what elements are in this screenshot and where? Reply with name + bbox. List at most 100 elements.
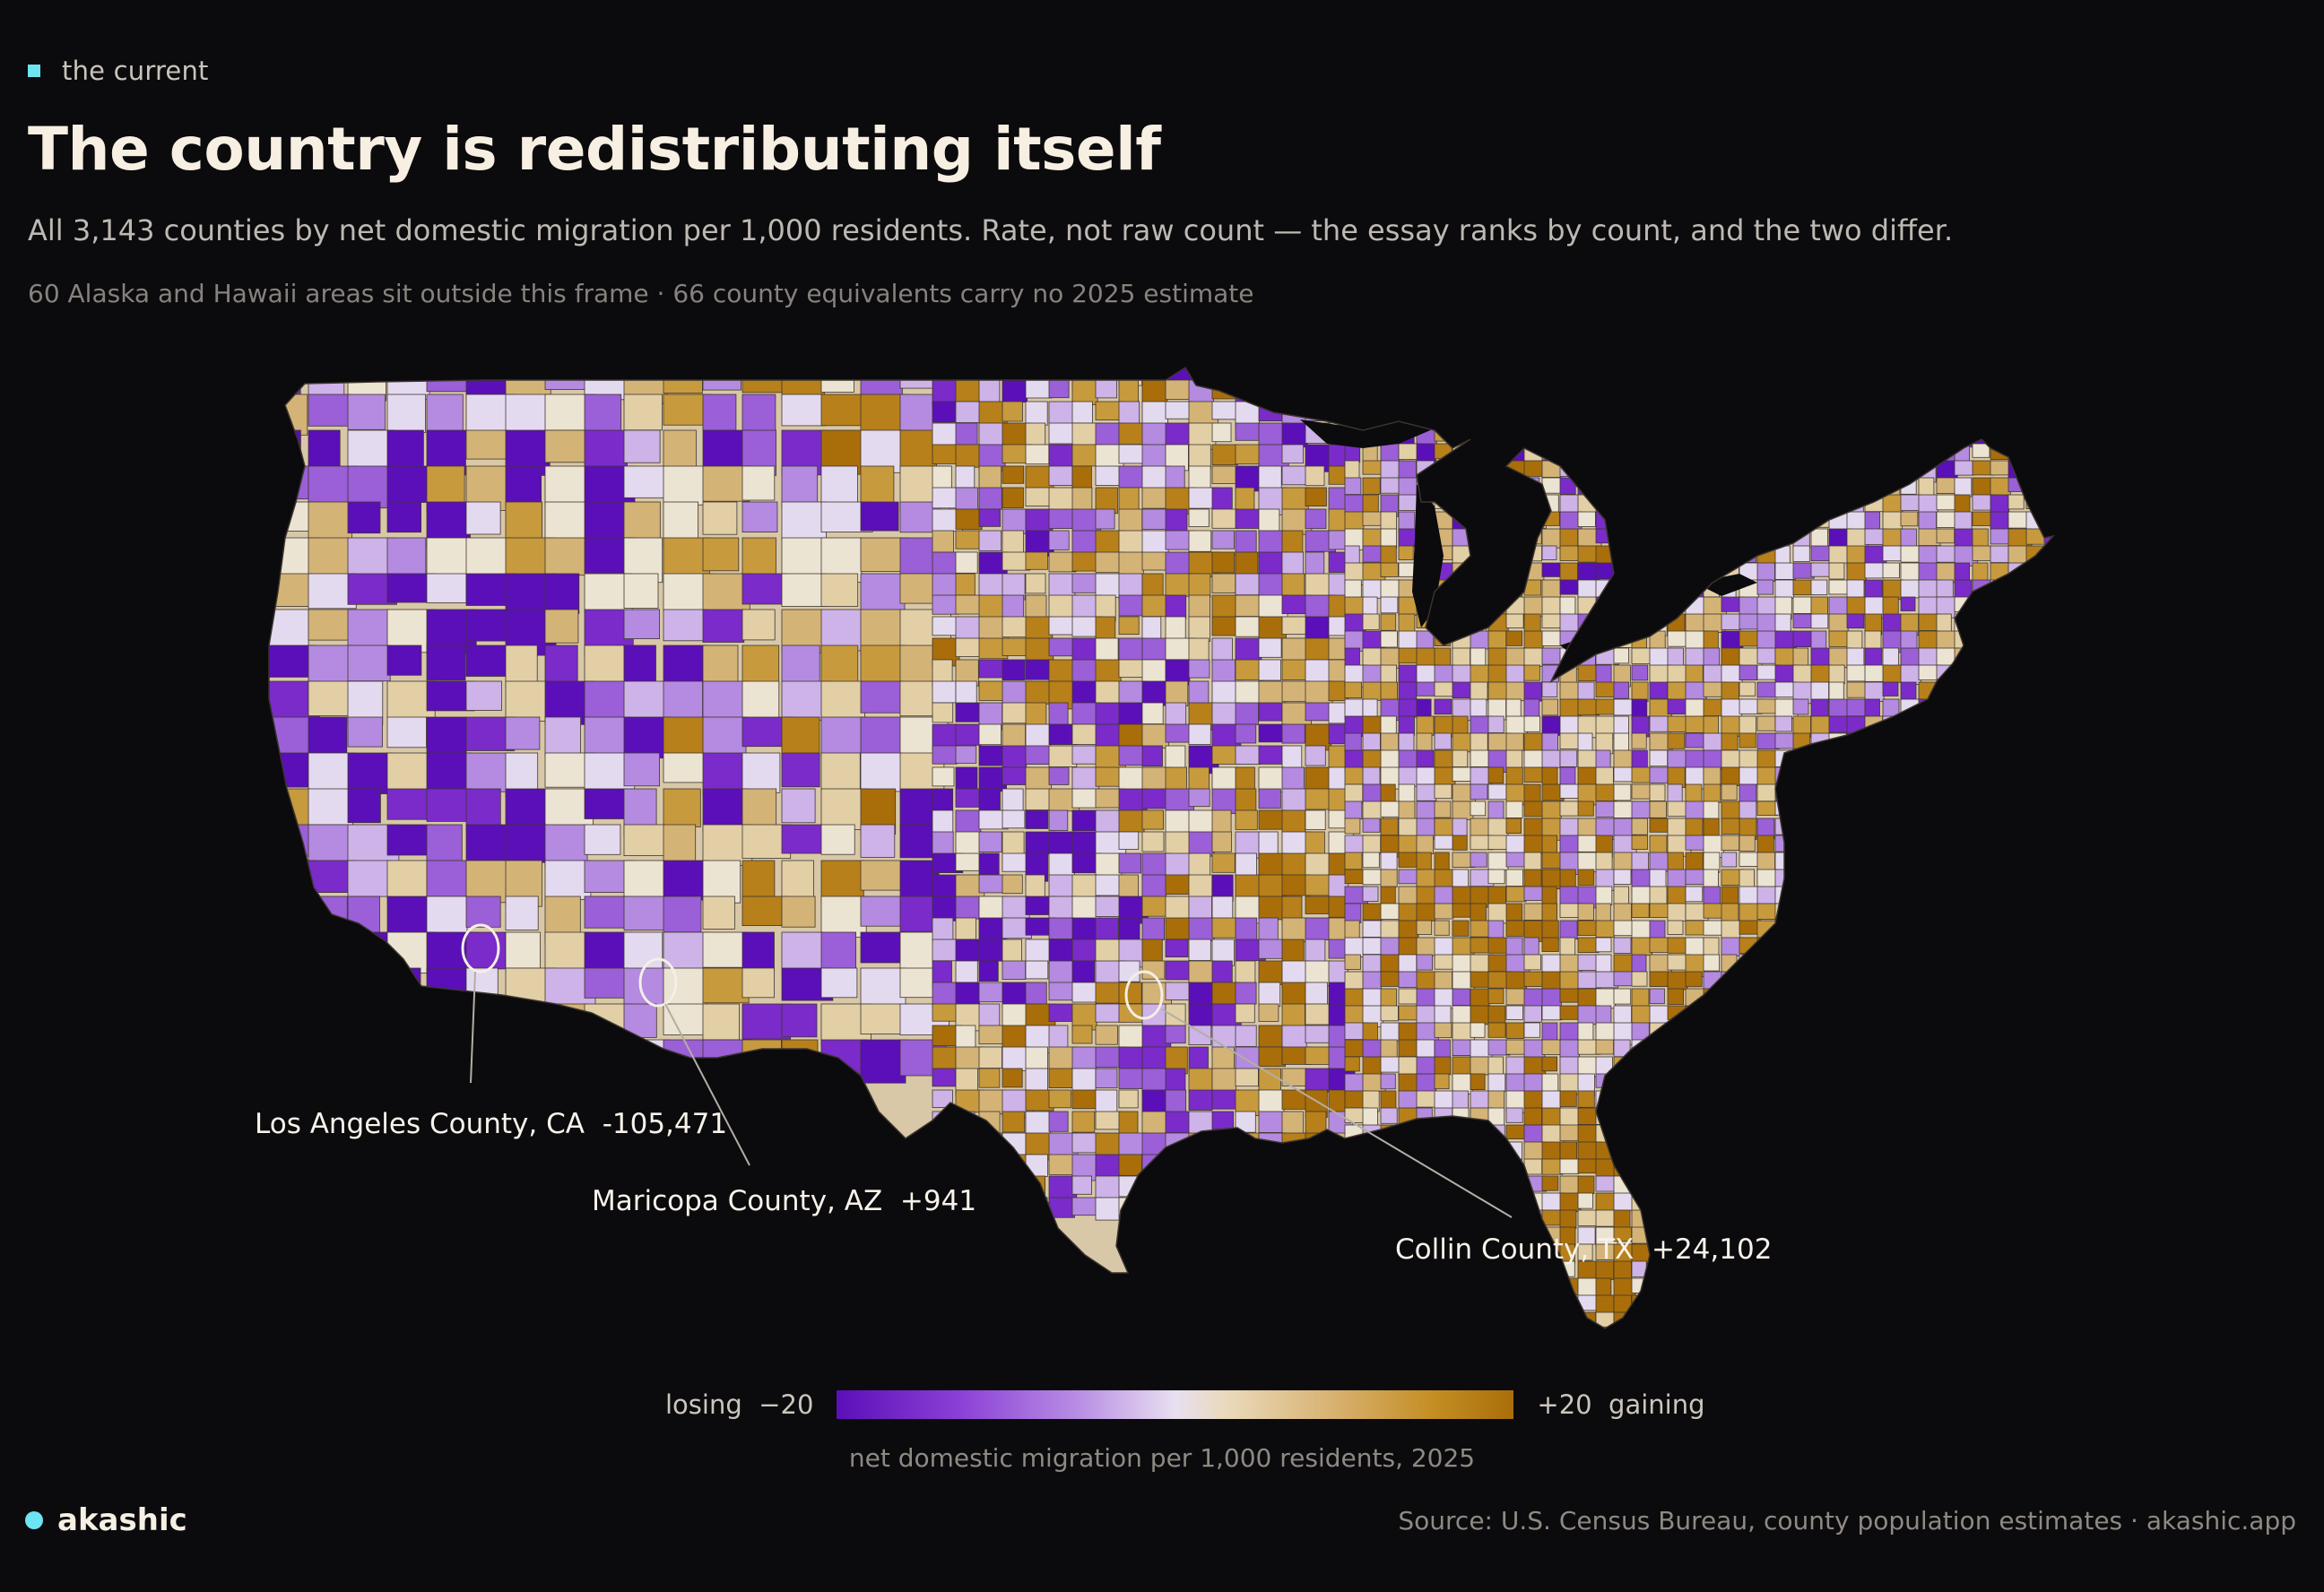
county-cell	[1918, 1311, 1937, 1327]
county-cell	[1756, 1277, 1774, 1293]
county-cell	[1810, 903, 1831, 921]
county-cell	[1649, 443, 1670, 466]
county-cell	[1380, 1192, 1400, 1215]
county-cell	[1756, 1209, 1774, 1226]
county-cell	[702, 680, 750, 724]
county-cell	[1258, 1132, 1287, 1158]
county-cell	[2043, 818, 2053, 835]
county-cell	[1936, 1005, 1956, 1026]
county-cell	[1211, 1175, 1234, 1201]
county-cell	[1667, 1192, 1687, 1209]
county-cell	[978, 939, 1005, 962]
county-cell	[1344, 392, 1364, 416]
county-cell	[1398, 392, 1414, 415]
county-cell	[1990, 818, 2008, 839]
county-cell	[1523, 477, 1540, 497]
county-cell	[820, 394, 865, 427]
county-cell	[1900, 1192, 1923, 1211]
county-cell	[1305, 809, 1326, 831]
county-cell	[2043, 1277, 2053, 1297]
county-cell	[1846, 886, 1867, 905]
county-cell	[1188, 723, 1211, 746]
county-cell	[1810, 613, 1829, 629]
county-cell	[1211, 487, 1233, 510]
county-cell	[955, 368, 986, 383]
county-cell	[1344, 1294, 1366, 1318]
county-cell	[1380, 562, 1399, 577]
county-cell	[1398, 1056, 1418, 1077]
county-cell	[1882, 528, 1903, 549]
county-cell	[1900, 1124, 1924, 1148]
county-cell	[1487, 1090, 1505, 1110]
county-cell	[1792, 937, 1817, 957]
county-cell	[1025, 508, 1054, 535]
county-cell	[1434, 443, 1452, 460]
county-cell	[1774, 409, 1796, 431]
county-cell	[1828, 368, 1846, 380]
county-cell	[308, 645, 355, 687]
county-cell	[1739, 1175, 1757, 1192]
county-cell	[1470, 681, 1488, 701]
county-cell	[2025, 392, 2042, 408]
county-cell	[1470, 783, 1488, 800]
county-cell	[584, 501, 625, 539]
county-cell	[1025, 939, 1054, 964]
county-cell	[1936, 749, 1957, 768]
county-cell	[1990, 1056, 2008, 1078]
county-cell	[1559, 426, 1583, 446]
county-cell	[1505, 766, 1523, 786]
county-cell	[1972, 732, 1990, 753]
county-cell	[1667, 920, 1684, 935]
county-cell	[1281, 444, 1305, 464]
county-cell	[1235, 616, 1263, 637]
county-cell	[1756, 494, 1779, 515]
county-cell	[1667, 1158, 1688, 1181]
county-cell	[1792, 971, 1808, 992]
county-cell	[1258, 766, 1286, 792]
county-cell	[308, 429, 341, 471]
legend-right-label: gaining	[1609, 1389, 1705, 1420]
county-cell	[1141, 960, 1166, 980]
county-cell	[1990, 886, 2013, 904]
county-cell	[1577, 1158, 1597, 1174]
county-cell	[1523, 426, 1546, 445]
footer-brand[interactable]: akashic	[25, 1502, 187, 1538]
county-cell	[1828, 562, 1845, 580]
county-cell	[1972, 903, 1993, 924]
county-cell	[1828, 681, 1844, 701]
county-cell	[1434, 494, 1457, 509]
county-cell	[663, 609, 707, 642]
county-cell	[2007, 579, 2026, 599]
county-cell	[978, 1068, 1001, 1088]
county-cell	[1434, 1124, 1451, 1143]
county-cell	[1505, 1277, 1528, 1295]
county-cell	[1972, 1141, 1990, 1164]
county-cell	[2025, 1175, 2050, 1198]
county-cell	[1071, 939, 1098, 962]
county-cell	[1577, 1107, 1599, 1125]
county-cell	[1002, 487, 1024, 508]
county-cell	[1792, 392, 1814, 410]
county-cell	[781, 896, 816, 928]
county-cell	[2025, 1039, 2043, 1056]
county-cell	[1774, 954, 1791, 973]
county-cell	[1380, 886, 1396, 904]
county-cell	[1095, 379, 1117, 399]
county-cell	[1882, 988, 1902, 1008]
county-cell	[1577, 1022, 1594, 1043]
county-cell	[1990, 937, 2011, 954]
county-cell	[1141, 487, 1166, 509]
county-cell	[1305, 1154, 1326, 1174]
county-cell	[1756, 1022, 1774, 1045]
county-cell	[1211, 960, 1233, 986]
county-cell	[1362, 1039, 1383, 1058]
county-cell	[1344, 783, 1364, 803]
county-cell	[1936, 1294, 1956, 1314]
county-cell	[1595, 1039, 1615, 1055]
county-cell	[1380, 681, 1399, 702]
county-cell	[1990, 1294, 2009, 1311]
county-cell	[1685, 1277, 1702, 1294]
county-cell	[1631, 1107, 1655, 1126]
county-cell	[1258, 379, 1281, 403]
county-cell	[1380, 852, 1398, 873]
